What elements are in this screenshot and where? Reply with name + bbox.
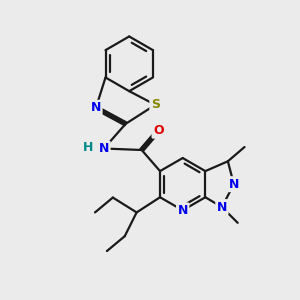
Text: N: N [99,142,109,155]
Text: N: N [178,204,188,217]
Text: S: S [151,98,160,111]
Text: H: H [83,140,94,154]
Text: N: N [229,178,239,191]
Text: O: O [153,124,164,137]
Text: N: N [217,201,227,214]
Text: N: N [91,101,101,114]
